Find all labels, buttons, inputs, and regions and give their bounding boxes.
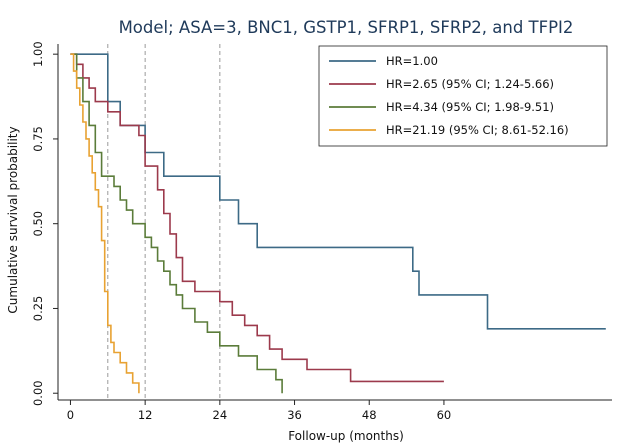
axes — [57, 44, 612, 401]
y-axis-label: Cumulative survival probability — [6, 126, 20, 313]
series-line-3 — [70, 53, 283, 394]
legend-label-1: HR=1.00 — [386, 54, 438, 68]
y-ticks: 0.00 0.25 0.50 0.75 1.00 — [31, 41, 58, 406]
x-ticks: 0 12 24 36 48 60 — [67, 400, 451, 422]
x-tick-label-60: 60 — [437, 408, 452, 422]
x-tick-label-24: 24 — [213, 408, 228, 422]
series-line-4 — [70, 53, 140, 394]
y-tick-label-4: 1.00 — [31, 41, 45, 67]
reference-lines — [107, 44, 221, 400]
x-axis-label: Follow-up (months) — [288, 429, 404, 443]
y-tick-label-0: 0.00 — [31, 380, 45, 406]
x-tick-label-12: 12 — [138, 408, 153, 422]
y-tick-label-1: 0.25 — [31, 296, 45, 322]
legend: HR=1.00 HR=2.65 (95% CI; 1.24-5.66) HR=4.3… — [318, 45, 608, 147]
y-tick-label-2: 0.50 — [31, 211, 45, 237]
legend-label-2: HR=2.65 (95% CI; 1.24-5.66) — [386, 77, 554, 91]
x-tick-label-0: 0 — [67, 408, 74, 422]
chart-title: Model; ASA=3, BNC1, GSTP1, SFRP1, SFRP2,… — [119, 18, 574, 37]
legend-label-3: HR=4.34 (95% CI; 1.98-9.51) — [386, 100, 554, 114]
series-line-2 — [70, 53, 444, 383]
x-tick-label-48: 48 — [362, 408, 377, 422]
y-tick-label-3: 0.75 — [31, 126, 45, 152]
series-lines — [70, 53, 606, 394]
x-tick-label-36: 36 — [287, 408, 302, 422]
legend-label-4: HR=21.19 (95% CI; 8.61-52.16) — [386, 123, 569, 137]
